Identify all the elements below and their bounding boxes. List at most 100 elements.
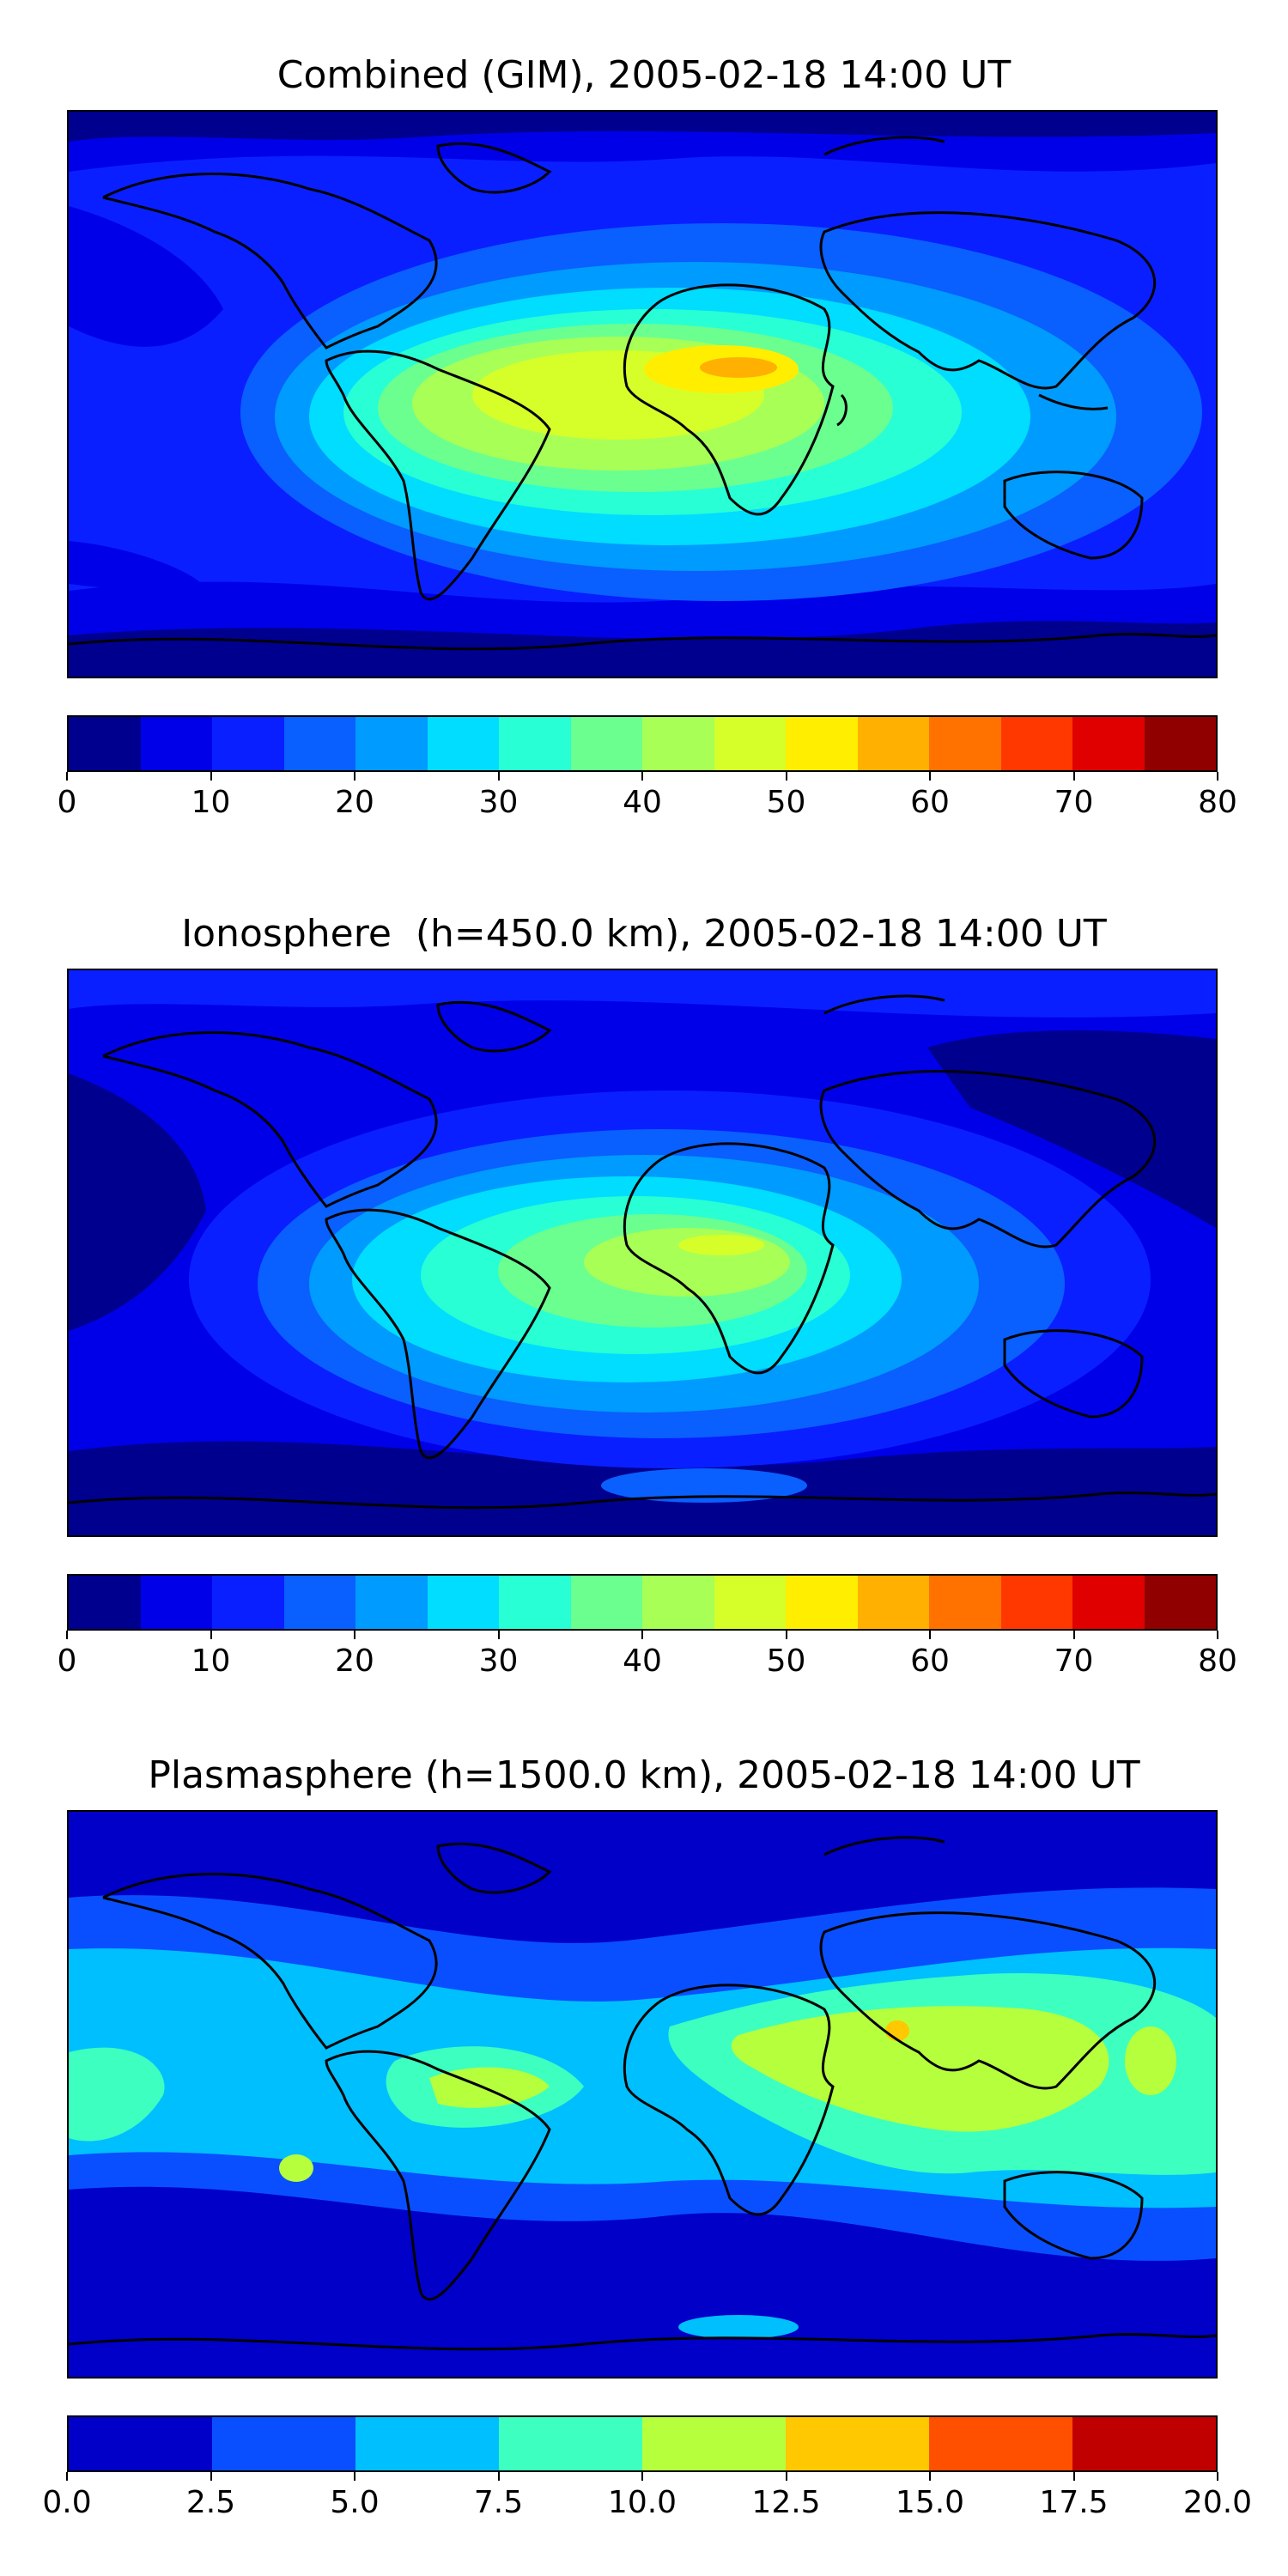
- contour-band: [69, 541, 206, 591]
- colorbar-segment: [69, 2417, 212, 2470]
- map-title: Combined (GIM), 2005-02-18 14:00 UT: [276, 53, 1012, 97]
- contour-band: [678, 1235, 764, 1255]
- contour-band: [69, 206, 223, 347]
- colorbar-tick-label: 5.0: [330, 2485, 380, 2520]
- colorbar-tick-label: 50: [766, 1643, 806, 1679]
- colorbar-segment: [786, 2417, 929, 2470]
- colorbar-segment: [1144, 1576, 1216, 1629]
- colorbar-tick-label: 15.0: [895, 2485, 965, 2520]
- colorbar-segment: [283, 717, 355, 770]
- colorbar-segment: [786, 1576, 858, 1629]
- colorbar-segment: [355, 1576, 428, 1629]
- colorbar-segment: [714, 1576, 786, 1629]
- map-frame: [67, 110, 1218, 678]
- colorbar-tick-label: 60: [910, 785, 950, 820]
- colorbar-tick-label: 50: [766, 785, 806, 820]
- contour-band: [731, 2006, 1109, 2132]
- colorbar-ticks: 0 10 20 30 40 50 60 70 80: [58, 772, 1237, 832]
- contour-band: [700, 357, 777, 378]
- colorbar-tick-label: 0: [57, 785, 77, 820]
- colorbar-tick-label: 70: [1054, 785, 1094, 820]
- colorbar-tick-label: 20: [335, 1643, 374, 1679]
- colorbar-segment: [570, 1576, 642, 1629]
- map-frame: [67, 1810, 1218, 2379]
- contour-band: [1125, 2026, 1176, 2095]
- colorbar-segment: [786, 717, 858, 770]
- colorbar-segment: [1000, 717, 1072, 770]
- panel-plasmasphere: Plasmasphere (h=1500.0 km), 2005-02-18 1…: [0, 1717, 1288, 2576]
- colorbar-segment: [1000, 1576, 1072, 1629]
- colorbar-segment: [212, 717, 284, 770]
- colorbar-tick-label: 40: [623, 1643, 662, 1679]
- colorbar-segment: [929, 717, 1001, 770]
- colorbar-segment: [929, 2417, 1072, 2470]
- colorbar-segment: [140, 717, 212, 770]
- colorbar-tick-label: 30: [478, 785, 519, 820]
- colorbar-segment: [499, 1576, 571, 1629]
- colorbar-tick-label: 70: [1054, 1643, 1094, 1679]
- colorbar-segment: [929, 1576, 1001, 1629]
- colorbar-tick-label: 0: [57, 1643, 77, 1679]
- panel-combined: Combined (GIM), 2005-02-18 14:00 UT: [0, 0, 1288, 859]
- map-frame: [67, 969, 1218, 1537]
- coastlines: [69, 1836, 1216, 2351]
- colorbar: [67, 2415, 1218, 2472]
- contour-band: [885, 2020, 909, 2041]
- colorbar-segment: [427, 1576, 499, 1629]
- colorbar-segment: [69, 1576, 141, 1629]
- colorbar-tick-label: 20: [335, 785, 374, 820]
- contour-band: [69, 1073, 206, 1331]
- colorbar-segment: [69, 717, 141, 770]
- colorbar: [67, 1574, 1218, 1631]
- coastlines: [69, 136, 1216, 651]
- coastlines: [69, 994, 1216, 1510]
- contour-band: [69, 112, 1216, 142]
- colorbar-segment: [499, 2417, 642, 2470]
- colorbar-tick-label: 10: [191, 785, 231, 820]
- colorbar-segment: [1072, 1576, 1145, 1629]
- panel-ionosphere: Ionosphere (h=450.0 km), 2005-02-18 14:0…: [0, 859, 1288, 1717]
- colorbar-segment: [1144, 717, 1216, 770]
- colorbar-segment: [355, 717, 428, 770]
- colorbar-segment: [642, 2417, 786, 2470]
- colorbar-tick-label: 10.0: [607, 2485, 677, 2520]
- colorbar-segment: [642, 1576, 714, 1629]
- colorbar-segment: [857, 717, 929, 770]
- colorbar-segment: [642, 717, 714, 770]
- colorbar-segment: [140, 1576, 212, 1629]
- contour-map: [69, 1812, 1216, 2377]
- colorbar-tick-label: 0.0: [42, 2485, 92, 2520]
- colorbar-segment: [499, 717, 571, 770]
- colorbar-tick-label: 80: [1198, 785, 1237, 820]
- colorbar: [67, 715, 1218, 772]
- colorbar-tick-label: 60: [910, 1643, 950, 1679]
- map-title: Ionosphere (h=450.0 km), 2005-02-18 14:0…: [181, 912, 1107, 956]
- colorbar-tick-label: 30: [478, 1643, 519, 1679]
- contour-band: [69, 970, 1216, 1018]
- colorbar-segment: [857, 1576, 929, 1629]
- contour-map: [69, 112, 1216, 677]
- colorbar-segment: [714, 717, 786, 770]
- colorbar-segment: [1072, 2417, 1216, 2470]
- contour-band: [69, 621, 1216, 677]
- contour-band: [927, 1030, 1216, 1228]
- colorbar-tick-label: 12.5: [751, 2485, 821, 2520]
- colorbar-segment: [212, 1576, 284, 1629]
- colorbar-tick-label: 20.0: [1182, 2485, 1253, 2520]
- colorbar-ticks: 0.0 2.5 5.0 7.5 10.0 12.5 15.0 17.5 20.0: [42, 2472, 1252, 2532]
- colorbar-tick-label: 7.5: [473, 2485, 524, 2520]
- colorbar-segment: [570, 717, 642, 770]
- contour-band: [69, 2047, 165, 2142]
- colorbar-tick-label: 17.5: [1039, 2485, 1109, 2520]
- contour-map: [69, 970, 1216, 1535]
- colorbar-segment: [1072, 717, 1145, 770]
- colorbar-tick-label: 40: [623, 785, 662, 820]
- colorbar-ticks: 0 10 20 30 40 50 60 70 80: [58, 1631, 1237, 1691]
- colorbar-segment: [355, 2417, 499, 2470]
- colorbar-segment: [283, 1576, 355, 1629]
- map-title: Plasmasphere (h=1500.0 km), 2005-02-18 1…: [148, 1753, 1140, 1797]
- colorbar-tick-label: 80: [1198, 1643, 1237, 1679]
- colorbar-segment: [427, 717, 499, 770]
- contour-band: [601, 1468, 807, 1503]
- contour-band: [279, 2154, 313, 2182]
